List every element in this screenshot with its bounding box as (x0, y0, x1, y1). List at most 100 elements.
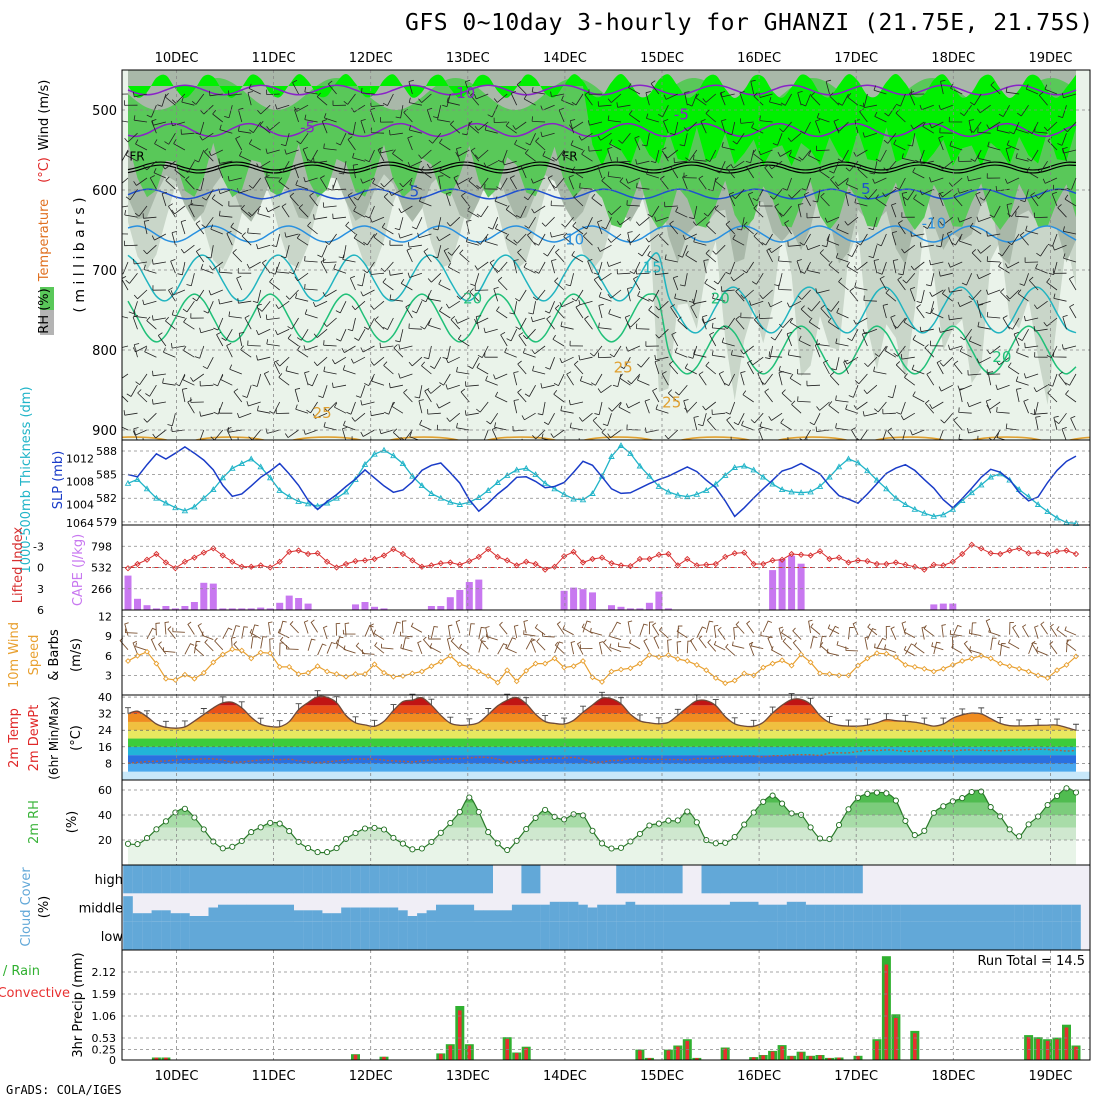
p4-ytick: 24 (98, 724, 112, 737)
wind-barb (831, 357, 840, 371)
cloud-bar-low (796, 921, 806, 950)
wind-barb (468, 120, 480, 134)
thickness-marker (968, 489, 975, 496)
cloud-bar-middle (663, 904, 674, 922)
wind-barb (644, 399, 650, 414)
wind-barb (1017, 329, 1029, 341)
cloud-bar-low (834, 921, 844, 950)
wind-barb (275, 408, 290, 414)
precip-conv-bar (780, 1046, 784, 1060)
wind-barb (195, 220, 205, 235)
wind-barb (684, 401, 698, 412)
wind-barb (682, 233, 697, 240)
wind-barb (862, 328, 878, 335)
wind-barb (540, 104, 555, 111)
wind-barb (161, 160, 176, 170)
wind-barb (779, 205, 792, 217)
cloud-bar-middle (407, 916, 418, 922)
minmax-bar (655, 717, 662, 724)
lifted-marker (428, 562, 435, 569)
lifted-marker (456, 561, 463, 568)
wind-barb (537, 401, 546, 416)
cloud-bar-high (417, 865, 427, 894)
rh-marker (646, 822, 653, 829)
wind-barb (997, 244, 1010, 257)
wind-barb (882, 303, 888, 319)
wind-barb (820, 192, 830, 207)
wind-barb (517, 248, 527, 263)
wind-barb-10m (733, 626, 738, 640)
wind-speed-marker (674, 656, 681, 662)
wind-barb (324, 233, 337, 245)
cloud-bar-high (227, 865, 238, 894)
wind-barb (180, 219, 187, 235)
wind-barb (495, 223, 508, 235)
wind-barb-10m (611, 621, 621, 634)
wind-barb (809, 413, 821, 426)
thickness-marker (124, 479, 132, 486)
p2-ylabel-left: Lifted Index (11, 526, 26, 603)
wind-barb (487, 105, 499, 118)
p4-ylabel: (°C) (69, 725, 84, 751)
cloud-bar-high (151, 865, 162, 894)
wind-barb-10m (890, 626, 897, 640)
wind-speed-marker (636, 660, 643, 667)
cloud-bar-low (246, 921, 256, 950)
wind-barb (616, 157, 631, 163)
wind-barb (768, 300, 783, 308)
wind-barb (685, 250, 698, 263)
wind-barb (360, 177, 375, 184)
wind-barb-10m (392, 621, 401, 634)
cloud-bar-middle (881, 904, 892, 922)
wind-barb (288, 261, 299, 275)
wind-barb (122, 233, 129, 235)
cloud-bar-high (834, 865, 844, 894)
rh-marker (741, 821, 748, 828)
cape-bar (295, 598, 303, 610)
contour-label: 10 (565, 230, 584, 248)
precip-conv-bar (514, 1053, 519, 1060)
cloud-bar-middle (208, 907, 219, 922)
wind-barb (183, 317, 195, 330)
wind-barb-10m (184, 643, 195, 655)
cloud-bar-middle (872, 904, 882, 922)
wind-barb (594, 401, 603, 416)
wind-barb (823, 359, 830, 375)
wind-barb-10m (163, 647, 176, 653)
wind-barb (135, 373, 148, 386)
wind-barb (768, 160, 783, 170)
wind-barb (303, 345, 318, 351)
wind-barb-10m (455, 619, 461, 634)
wind-barb (527, 231, 536, 246)
wind-barb (919, 242, 934, 248)
precip-conv-bar (467, 1045, 472, 1060)
cloud-bar-low (597, 921, 607, 950)
thickness-marker (456, 501, 464, 507)
wind-barb-10m (933, 641, 941, 655)
p3-ytick: 3 (105, 669, 112, 682)
wind-barb-10m (530, 639, 537, 653)
wind-barb-10m (746, 620, 755, 634)
wind-barb (190, 199, 204, 207)
wind-barb (493, 373, 508, 380)
wind-barb (278, 373, 290, 386)
wind-barb (746, 164, 755, 179)
wind-barb (377, 147, 385, 162)
wind-barb (764, 164, 773, 179)
wind-barb (353, 206, 366, 218)
wind-barb (1053, 293, 1067, 302)
wind-barb (442, 345, 451, 360)
cloud-bar-low (966, 921, 977, 950)
wind-barb (1015, 124, 1029, 134)
thickness-marker (636, 462, 644, 469)
cloud-bar-low (199, 921, 209, 950)
wind-barb-10m (241, 626, 248, 639)
credit-label: GrADS: COLA/IGES (6, 1083, 122, 1097)
cloud-bar-high (132, 865, 143, 894)
wind-barb (977, 304, 984, 319)
wind-barb (1069, 304, 1077, 319)
wind-barb (442, 93, 451, 107)
cloud-bar-high (625, 865, 636, 894)
wind-barb-10m (150, 637, 157, 651)
minmax-bar (352, 716, 359, 723)
